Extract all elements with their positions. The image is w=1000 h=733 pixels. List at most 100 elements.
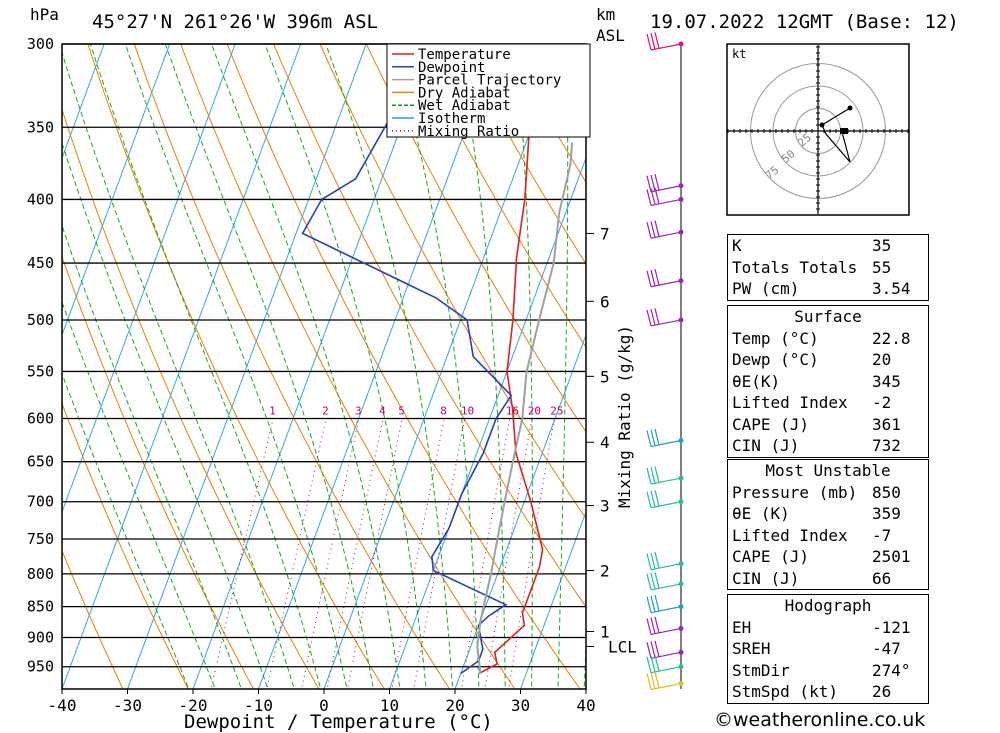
surface-row: Dewp (°C) 20 — [728, 349, 928, 371]
wind-barb-flag — [654, 616, 660, 633]
height-tick-label: 4 — [600, 433, 610, 452]
wind-barb-flag — [650, 33, 656, 50]
wind-barb-flag — [646, 189, 652, 206]
wet-adiabat-line — [557, 44, 569, 689]
indices-value: 35 — [872, 236, 892, 255]
most_unstable-value: 66 — [872, 568, 892, 588]
surface-value: 345 — [872, 371, 901, 391]
wind-barb-flag — [646, 175, 652, 192]
surface-row: Temp (°C) 22.8 — [728, 328, 928, 350]
wind-barb-flag — [654, 551, 660, 569]
indices-label: K — [732, 236, 742, 255]
wind-barb-flag — [654, 594, 660, 612]
profile-lines — [301, 44, 574, 675]
legend-box — [386, 43, 591, 138]
wind-barb-flag — [650, 269, 656, 287]
mixing-ratio-line — [484, 418, 533, 689]
mixing-ratio-label: 10 — [461, 404, 474, 417]
dry-adiabat-line — [180, 44, 516, 689]
wind-barb-flag — [650, 490, 656, 508]
hodograph_table-label: StmDir — [732, 660, 790, 680]
wind-barb-flag — [654, 428, 660, 446]
indices-value: 55 — [872, 257, 892, 277]
height-tick-label: 3 — [600, 497, 610, 516]
temperature-tick-label: -20 — [179, 696, 208, 715]
hodograph_table-row: SREH -47 — [728, 638, 928, 660]
most_unstable-label: CAPE (J) — [732, 547, 810, 566]
wind-barb-shaft — [650, 666, 682, 674]
mixing-ratio-line — [326, 418, 384, 689]
most_unstable-row: Pressure (mb) 850 — [728, 482, 928, 504]
pressure-tick-label: 350 — [27, 118, 54, 136]
hodograph_table-value: -47 — [872, 639, 901, 658]
parcel-trajectory-series — [476, 142, 574, 674]
wind-barb-shaft — [650, 563, 682, 571]
hodograph_table-value: -121 — [872, 617, 911, 637]
wind-barb-flag — [646, 309, 652, 327]
wind-barb-flag — [646, 270, 652, 287]
dry-adiabat-line — [319, 44, 586, 520]
mixing-ratio-line — [346, 418, 403, 689]
most_unstable-row: CIN (J) 66 — [728, 568, 928, 590]
legend-label: Isotherm — [418, 111, 485, 127]
indices-row: K 35 — [728, 235, 928, 257]
wind-barb-flag — [654, 269, 660, 286]
pressure-axis: 300 350 400 450 500 550 600 650 700 750 800 850 900 9… — [27, 35, 54, 676]
dry-adiabat-line — [365, 44, 586, 433]
mixing-ratio-labels: 1 2 3 4 5 8 10 16 20 25 — [269, 404, 563, 417]
wind-barb-flag — [646, 430, 652, 447]
wind-barb-flag — [654, 187, 660, 204]
wind-barb-flag — [650, 467, 656, 484]
mixing-ratio-label: 20 — [528, 404, 541, 417]
pressure-tick-label: 800 — [27, 565, 54, 583]
most_unstable-value: -7 — [872, 525, 892, 545]
dewpoint-series — [301, 44, 513, 675]
wind-barb-flag — [646, 656, 652, 673]
pressure-tick-label: 500 — [27, 311, 54, 329]
legend-label: Mixing Ratio — [418, 124, 519, 140]
temperature-tick-label: -30 — [113, 696, 142, 715]
hodograph-title: Hodograph — [784, 596, 872, 615]
wind-barb-shaft — [650, 231, 682, 239]
height-tick-label: 7 — [600, 224, 610, 243]
dry-adiabat-line — [412, 44, 586, 349]
wind-barb-flag — [654, 572, 660, 589]
wind-barb-flag — [654, 654, 660, 672]
wind-barb-flag — [650, 174, 656, 192]
hodograph-table: Hodograph EH -121 SREH -47 StmDir 274° StmSpd … — [727, 594, 929, 704]
dry-adiabat-line — [273, 44, 586, 608]
height-tick-label: 2 — [600, 561, 610, 580]
surface-label: Lifted Index — [732, 393, 848, 412]
most_unstable-label: Pressure (mb) — [732, 482, 858, 502]
wind-barb-flag — [654, 466, 660, 483]
wet-adiabat-line — [164, 44, 374, 689]
legend-label: Dewpoint — [418, 60, 485, 76]
height-tick-label: LCL — [608, 637, 637, 656]
wind-barb-flag — [650, 221, 656, 238]
pressure-tick-label: 850 — [27, 598, 54, 616]
dry-adiabat-line — [87, 44, 385, 689]
temperature-tick-label: 0 — [319, 696, 329, 715]
mixing-ratio-label: 4 — [379, 404, 386, 417]
pressure-unit-label: hPa — [30, 5, 59, 24]
hodograph-point — [819, 122, 825, 128]
wind-barb-flag — [654, 308, 660, 325]
pressure-tick-label: 550 — [27, 362, 54, 380]
pressure-tick-label: 750 — [27, 530, 54, 548]
wet-adiabat-line — [89, 44, 322, 689]
wind-barb-flag — [654, 489, 660, 507]
mixing-ratio-line — [266, 418, 327, 689]
indices-row: Totals Totals 55 — [728, 257, 928, 279]
most-unstable-table: Most Unstable Pressure (mb) 850 θE (K) 359 L… — [727, 459, 929, 590]
storm-motion-marker — [840, 128, 848, 134]
wind-barb-shaft — [650, 319, 682, 327]
pressure-tick-label: 650 — [27, 453, 54, 471]
most_unstable-row: θE (K) 359 — [728, 503, 928, 525]
mixing-ratio-label: 3 — [355, 404, 362, 417]
mixing-ratio-label: 1 — [269, 404, 276, 417]
wind-barb-flag — [650, 655, 656, 673]
most_unstable-value: 359 — [872, 504, 901, 523]
hodograph-point — [847, 105, 853, 111]
